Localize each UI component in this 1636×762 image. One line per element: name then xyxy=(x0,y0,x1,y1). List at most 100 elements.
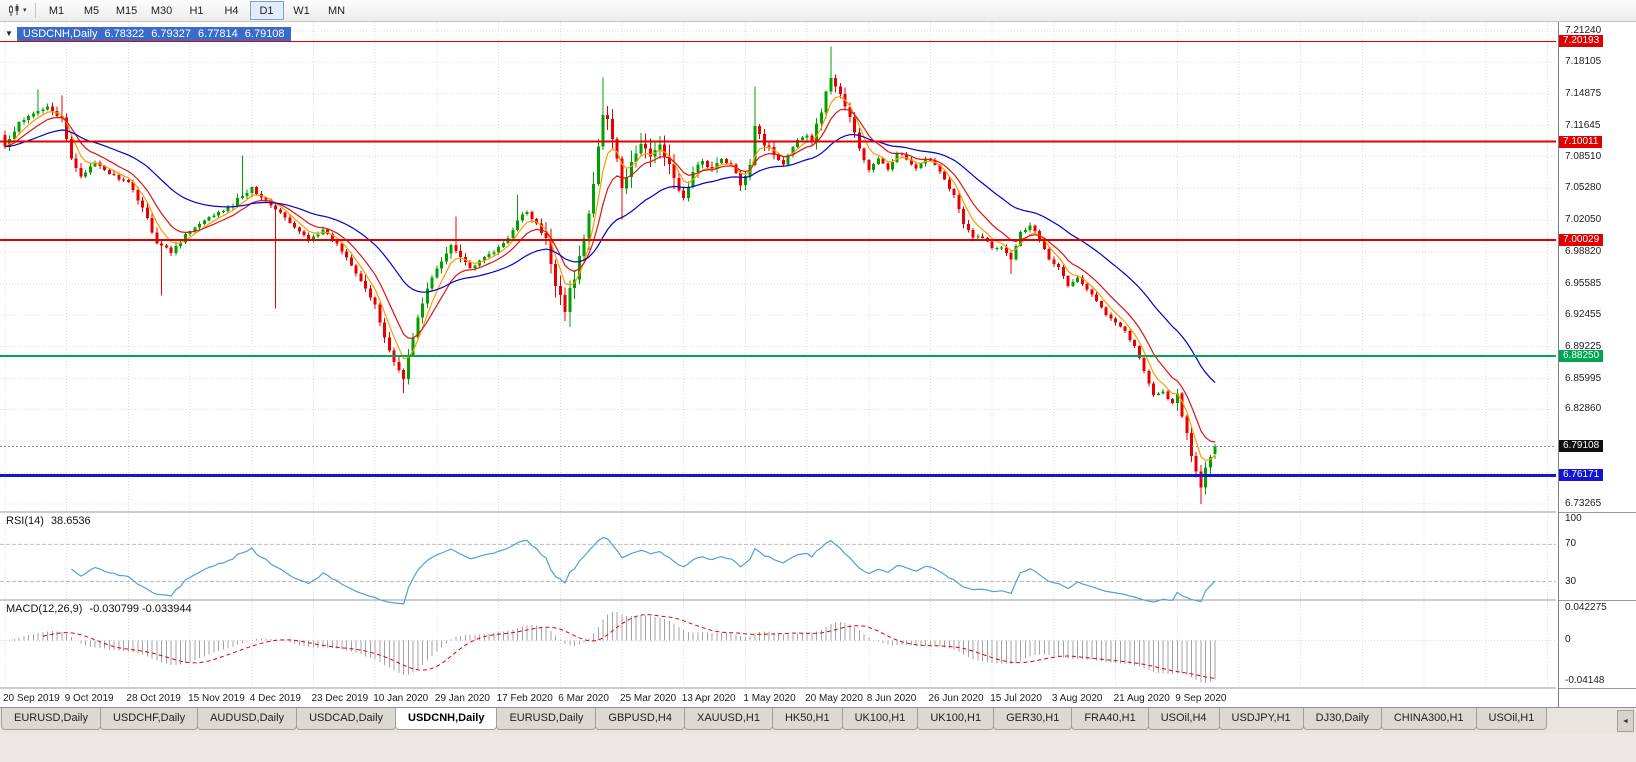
price-axis-label: 7.18105 xyxy=(1565,55,1602,67)
price-axis-label: 6.95585 xyxy=(1565,277,1602,289)
time-axis-label: 29 Jan 2020 xyxy=(434,693,490,704)
chart-tab-usdjpy-h1[interactable]: USDJPY,H1 xyxy=(1218,708,1304,730)
pane-separator xyxy=(1559,512,1636,513)
time-axis-label: 3 Aug 2020 xyxy=(1051,693,1103,704)
timeframe-button-d1[interactable]: D1 xyxy=(249,1,284,20)
timeframe-button-mn[interactable]: MN xyxy=(327,4,346,17)
chart-tab-hk50-h1[interactable]: HK50,H1 xyxy=(771,708,843,730)
time-axis-label: 25 Mar 2020 xyxy=(620,693,677,704)
price-line-tag: 7.00029 xyxy=(1559,234,1604,247)
time-axis-label: 23 Dec 2019 xyxy=(311,693,369,704)
ohlc-low: 6.77814 xyxy=(198,28,238,40)
macd-axis-label: 0 xyxy=(1565,634,1571,646)
rsi-name: RSI(14) xyxy=(6,515,44,527)
rsi-axis-label: 30 xyxy=(1565,575,1577,587)
timeframe-button-h4[interactable]: H4 xyxy=(224,4,239,17)
chart-tab-dj30-daily[interactable]: DJ30,Daily xyxy=(1302,708,1382,730)
tab-scroll-left-button[interactable]: ◄ xyxy=(1617,710,1634,732)
chart-title-pill: USDCNH,Daily 6.78322 6.79327 6.77814 6.7… xyxy=(16,27,291,41)
macd-indicator-label: MACD(12,26,9) -0.030799 -0.033944 xyxy=(6,603,192,615)
time-axis: 20 Sep 2019 9 Oct 2019 28 Oct 2019 15 Nov 2… xyxy=(0,688,1558,707)
time-axis-label: 26 Jun 2020 xyxy=(928,693,984,704)
chart-tab-uk100-h1[interactable]: UK100,H1 xyxy=(917,708,995,730)
pane-separator xyxy=(1559,688,1636,689)
price-axis-label: 6.89225 xyxy=(1565,340,1602,352)
chart-tab-usoil-h1[interactable]: USOil,H1 xyxy=(1475,708,1548,730)
chart-dropdown-icon[interactable]: ▼ xyxy=(5,29,13,38)
timeframe-button-h1[interactable]: H1 xyxy=(189,4,204,17)
time-axis-label: 9 Sep 2020 xyxy=(1175,693,1227,704)
rsi-indicator-label: RSI(14) 38.6536 xyxy=(6,515,91,527)
chart-tab-eurusd-daily[interactable]: EURUSD,Daily xyxy=(496,708,597,730)
time-axis-label: 15 Nov 2019 xyxy=(188,693,245,704)
time-axis-label: 15 Jul 2020 xyxy=(990,693,1042,704)
chart-tab-gbpusd-h4[interactable]: GBPUSD,H4 xyxy=(595,708,685,730)
chart-type-button[interactable]: ▾ xyxy=(3,2,31,20)
chart-tabbar: EURUSD,Daily USDCHF,Daily AUDUSD,Daily USDC… xyxy=(0,707,1636,734)
time-axis-label: 10 Jan 2020 xyxy=(373,693,429,704)
rsi-value: 38.6536 xyxy=(50,515,91,527)
macd-name: MACD(12,26,9) xyxy=(6,603,83,615)
price-line-tag: 7.20193 xyxy=(1559,35,1604,48)
chart-tab-fra40-h1[interactable]: FRA40,H1 xyxy=(1071,708,1149,730)
price-axis-label: 6.92455 xyxy=(1565,308,1602,320)
window-bottom xyxy=(0,734,1636,762)
chart-tab-ger30-h1[interactable]: GER30,H1 xyxy=(993,708,1073,730)
time-axis-label: 13 Apr 2020 xyxy=(681,693,736,704)
chart-tab-audusd-daily[interactable]: AUDUSD,Daily xyxy=(197,708,298,730)
ohlc-high: 6.79327 xyxy=(151,28,192,40)
chart-tab-usdcnh-daily[interactable]: USDCNH,Daily xyxy=(395,708,498,730)
chart-window: ▼ USDCNH,Daily 6.78322 6.79327 6.77814 6… xyxy=(0,22,1636,707)
ohlc-open: 6.78322 xyxy=(104,28,145,40)
toolbar: ▾ M1 M5 M15 M30 H1 H4 D1 W1 MN xyxy=(0,0,1636,22)
chart-tab-uk100-h1[interactable]: UK100,H1 xyxy=(841,708,919,730)
toolbar-separator xyxy=(34,3,36,18)
chart-tab-usoil-h4[interactable]: USOil,H4 xyxy=(1147,708,1220,730)
price-axis-label: 7.14875 xyxy=(1565,87,1602,99)
price-axis-label: 6.82860 xyxy=(1565,403,1602,415)
timeframe-button-w1[interactable]: W1 xyxy=(293,4,310,17)
time-axis-label: 21 Aug 2020 xyxy=(1113,693,1170,704)
time-axis-label: 20 May 2020 xyxy=(805,693,863,704)
time-axis-label: 17 Feb 2020 xyxy=(496,693,553,704)
chart-tab-eurusd-daily[interactable]: EURUSD,Daily xyxy=(1,708,101,730)
chart-tab-list: EURUSD,Daily USDCHF,Daily AUDUSD,Daily USDC… xyxy=(0,708,1617,734)
pane-separator xyxy=(1559,600,1636,601)
rsi-axis-label: 70 xyxy=(1565,538,1577,550)
chart-title: ▼ USDCNH,Daily 6.78322 6.79327 6.77814 6… xyxy=(5,27,291,41)
timeframe-button-m5[interactable]: M5 xyxy=(83,4,100,17)
price-axis: 7.21240 7.18105 7.14875 7.11645 7.08510 7.052… xyxy=(1558,22,1636,707)
price-line-tag: 7.10011 xyxy=(1559,135,1603,148)
price-axis-label: 7.05280 xyxy=(1565,182,1602,194)
chart-symbol-period: USDCNH,Daily xyxy=(22,28,98,40)
chart-canvas[interactable] xyxy=(0,22,1558,707)
time-axis-label: 9 Oct 2019 xyxy=(64,693,114,704)
chart-tab-usdcad-daily[interactable]: USDCAD,Daily xyxy=(296,708,397,730)
price-axis-label: 6.85995 xyxy=(1565,372,1602,384)
chevron-down-icon: ▾ xyxy=(23,7,27,14)
price-line-tag: 6.79108 xyxy=(1559,440,1604,453)
price-axis-label: 6.73265 xyxy=(1565,498,1602,509)
timeframe-button-m30[interactable]: M30 xyxy=(150,4,173,17)
price-axis-label: 7.21240 xyxy=(1565,25,1602,36)
ohlc-close: 6.79108 xyxy=(244,28,285,40)
time-axis-label: 28 Oct 2019 xyxy=(126,693,181,704)
candlestick-chart-icon xyxy=(9,4,19,16)
time-axis-label: 6 Mar 2020 xyxy=(558,693,609,704)
chart-tab-usdchf-daily[interactable]: USDCHF,Daily xyxy=(99,708,199,730)
chart-tab-xauusd-h1[interactable]: XAUUSD,H1 xyxy=(683,708,773,730)
time-axis-label: 4 Dec 2019 xyxy=(249,693,301,704)
timeframe-button-m15[interactable]: M15 xyxy=(115,4,138,17)
time-axis-label: 1 May 2020 xyxy=(743,693,796,704)
scroll-left-icon: ◄ xyxy=(1622,717,1629,725)
chart-tab-china300-h1[interactable]: CHINA300,H1 xyxy=(1380,708,1477,730)
price-axis-label: 7.11645 xyxy=(1565,119,1601,131)
macd-axis-label: -0.04148 xyxy=(1565,675,1605,686)
time-axis-label: 8 Jun 2020 xyxy=(866,693,917,704)
price-line-tag: 6.76171 xyxy=(1559,469,1604,482)
price-line-tag: 6.88250 xyxy=(1559,350,1604,363)
price-axis-label: 7.08510 xyxy=(1565,150,1602,162)
timeframe-button-m1[interactable]: M1 xyxy=(48,4,65,17)
macd-axis-label: 0.042275 xyxy=(1565,602,1607,613)
